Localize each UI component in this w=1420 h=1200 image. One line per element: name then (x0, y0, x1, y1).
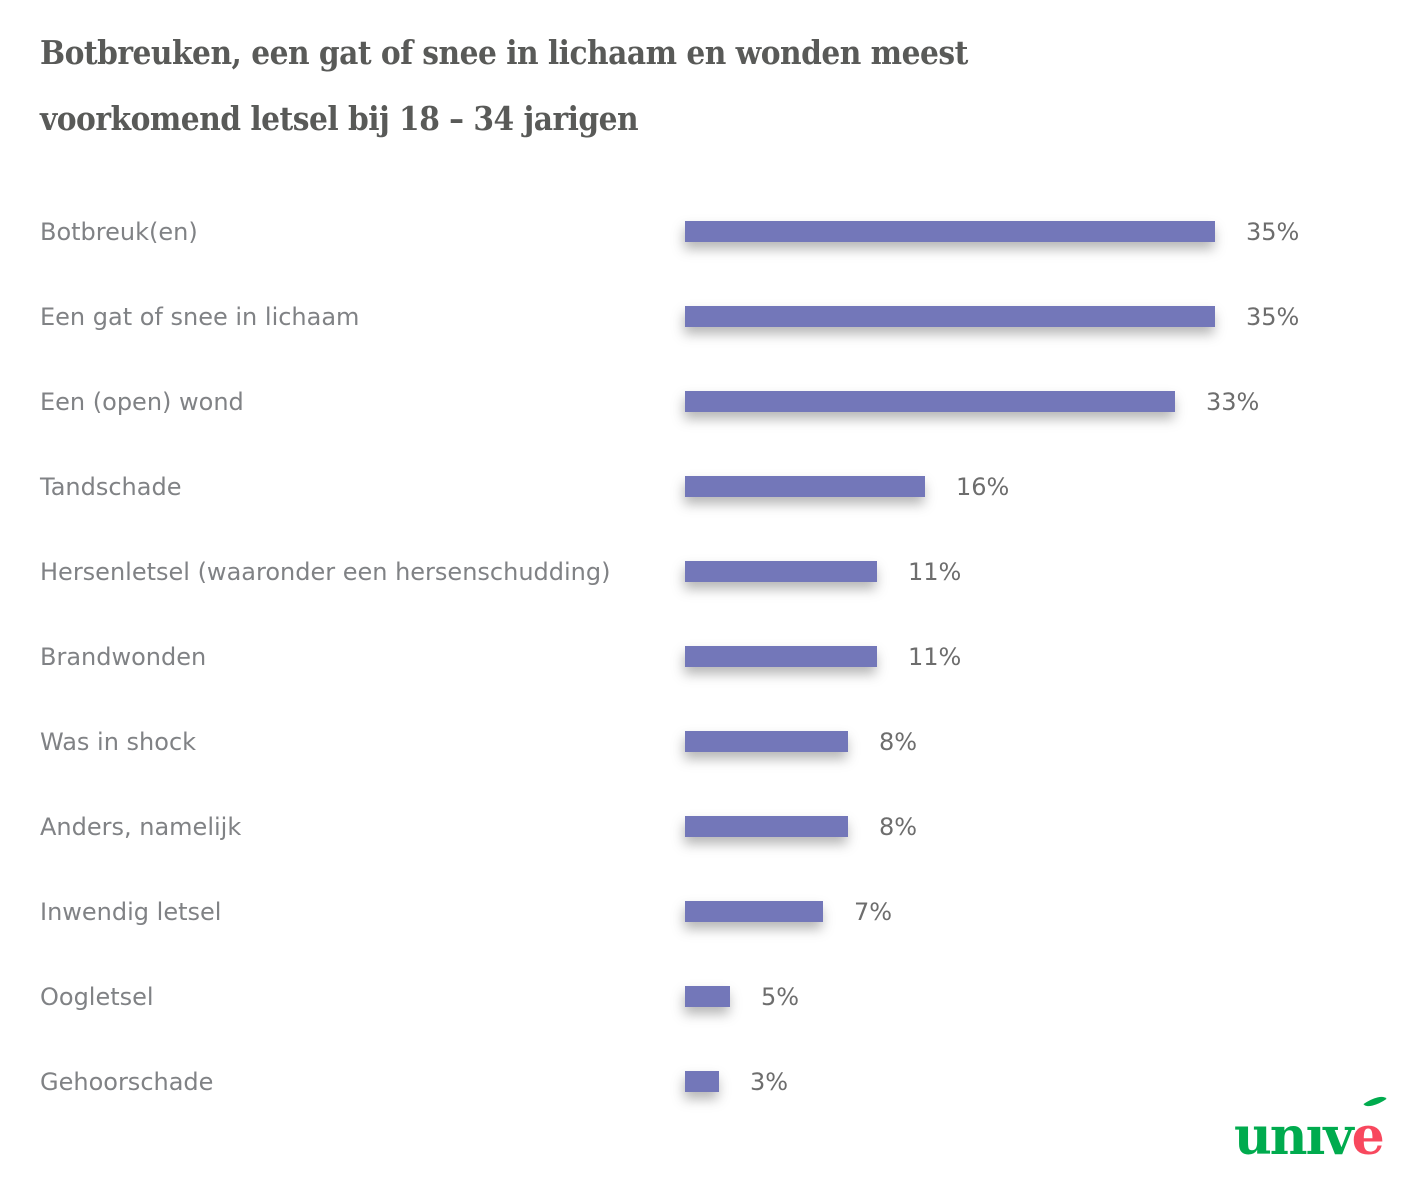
value-label: 7% (854, 897, 893, 926)
unive-logo-main-text: unıv (1234, 1106, 1354, 1167)
chart-row: Hersenletsel (waaronder een hersenschudd… (40, 529, 1380, 614)
value-label: 5% (761, 982, 800, 1011)
chart-row: Oogletsel 5% (40, 954, 1380, 1039)
chart-row: Brandwonden 11% (40, 614, 1380, 699)
category-label: Een (open) wond (40, 387, 244, 416)
category-label: Brandwonden (40, 642, 207, 671)
chart-row: Botbreuk(en) 35% (40, 189, 1380, 274)
unive-logo: unıve (1234, 1091, 1387, 1167)
chart-title: Botbreuken, een gat of snee in lichaam e… (40, 20, 1140, 152)
value-label: 16% (956, 472, 1010, 501)
chart-row: Een gat of snee in lichaam 35% (40, 274, 1380, 359)
value-label: 35% (1246, 302, 1300, 331)
category-label: Gehoorschade (40, 1067, 214, 1096)
bar (685, 1071, 719, 1092)
bar (685, 561, 877, 582)
bar (685, 476, 925, 497)
category-label: Inwendig letsel (40, 897, 222, 926)
category-label: Tandschade (40, 472, 182, 501)
bar (685, 901, 823, 922)
chart-row: Was in shock 8% (40, 699, 1380, 784)
value-label: 11% (908, 642, 962, 671)
category-label: Oogletsel (40, 982, 154, 1011)
bar (685, 986, 730, 1007)
bar (685, 391, 1175, 412)
value-label: 3% (750, 1067, 789, 1096)
chart-row: Inwendig letsel 7% (40, 869, 1380, 954)
bar (685, 816, 848, 837)
value-label: 8% (879, 812, 918, 841)
category-label: Hersenletsel (waaronder een hersenschudd… (40, 557, 611, 586)
chart-row: Tandschade 16% (40, 444, 1380, 529)
category-label: Botbreuk(en) (40, 217, 198, 246)
chart-row: Een (open) wond 33% (40, 359, 1380, 444)
chart-title-line1: Botbreuken, een gat of snee in lichaam e… (40, 33, 968, 72)
value-label: 33% (1206, 387, 1260, 416)
unive-logo-accent-letter: e (1352, 1091, 1387, 1165)
value-label: 35% (1246, 217, 1300, 246)
category-label: Een gat of snee in lichaam (40, 302, 360, 331)
chart-row: Gehoorschade 3% (40, 1039, 1380, 1124)
value-label: 8% (879, 727, 918, 756)
chart-title-line2: voorkomend letsel bij 18 – 34 jarigen (40, 99, 639, 138)
bar (685, 306, 1215, 327)
bar-chart: Botbreuk(en) 35% Een gat of snee in lich… (40, 189, 1380, 1124)
category-label: Anders, namelijk (40, 812, 242, 841)
bar (685, 731, 848, 752)
chart-row: Anders, namelijk 8% (40, 784, 1380, 869)
value-label: 11% (908, 557, 962, 586)
bar (685, 646, 877, 667)
bar (685, 221, 1215, 242)
category-label: Was in shock (40, 727, 197, 756)
